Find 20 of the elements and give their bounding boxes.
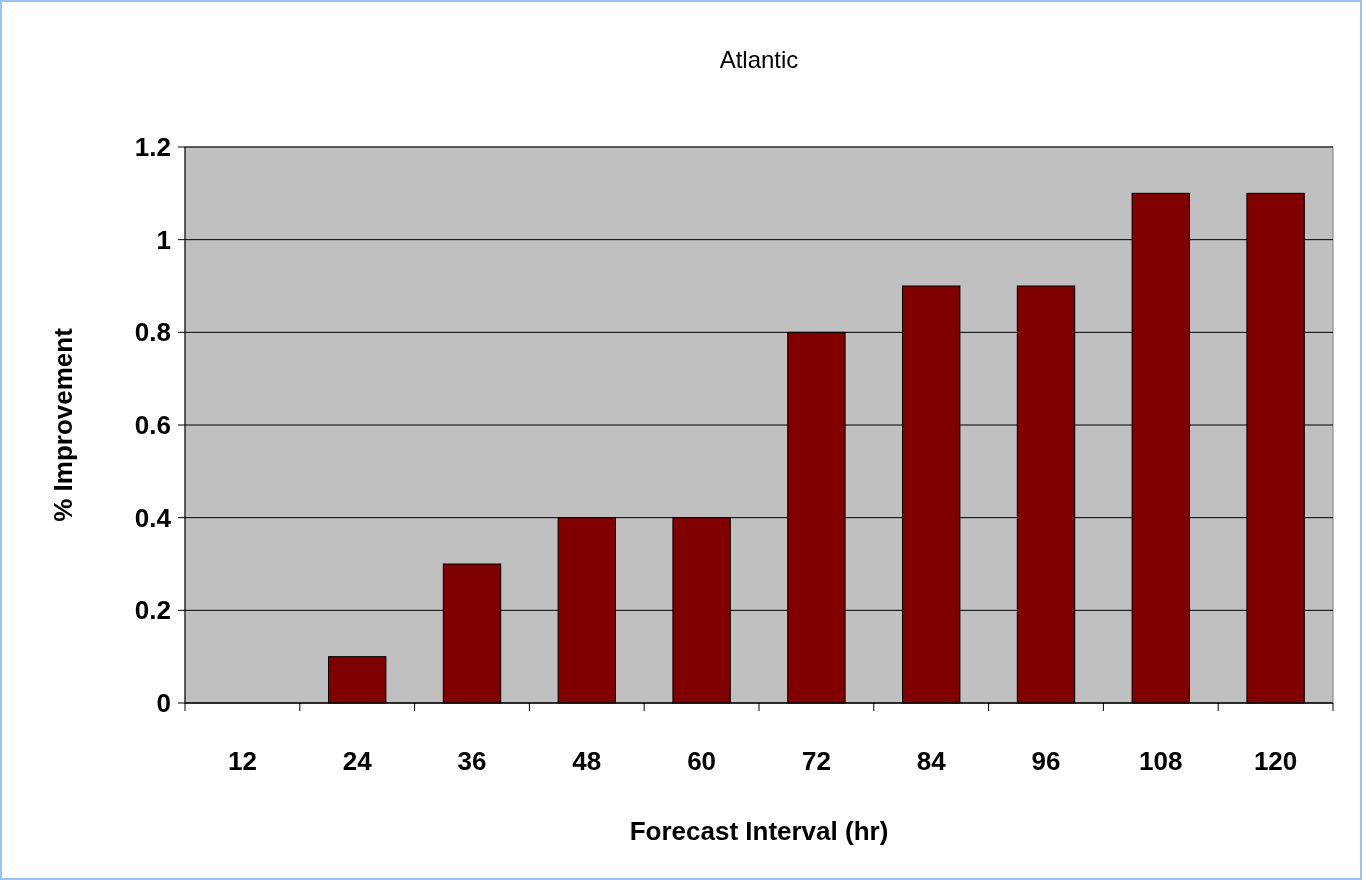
y-tick-label: 1.2 [134, 132, 171, 163]
y-tick-label: 0 [156, 688, 171, 719]
x-tick-label: 36 [457, 746, 487, 776]
chart-title: Atlantic [719, 46, 799, 73]
x-tick-label: 120 [1253, 746, 1298, 776]
y-tick-label: 0.2 [134, 595, 171, 626]
x-tick-label: 48 [572, 746, 602, 776]
x-axis-title: Forecast Interval (hr) [629, 816, 889, 846]
y-tick-label: 0.6 [134, 410, 171, 441]
x-tick-label: 96 [1031, 746, 1061, 776]
x-tick-label: 24 [342, 746, 373, 776]
x-tick-label: 60 [687, 746, 717, 776]
x-tick-label: 72 [801, 746, 831, 776]
y-tick-label: 0.8 [134, 317, 171, 348]
y-tick-label: 1 [156, 224, 171, 255]
x-tick-label: 84 [916, 746, 947, 776]
y-axis-title: % Improvement [48, 327, 78, 522]
x-tick-label: 12 [227, 746, 257, 776]
x-tick-label: 108 [1139, 746, 1183, 776]
y-tick-label: 0.4 [134, 502, 172, 533]
